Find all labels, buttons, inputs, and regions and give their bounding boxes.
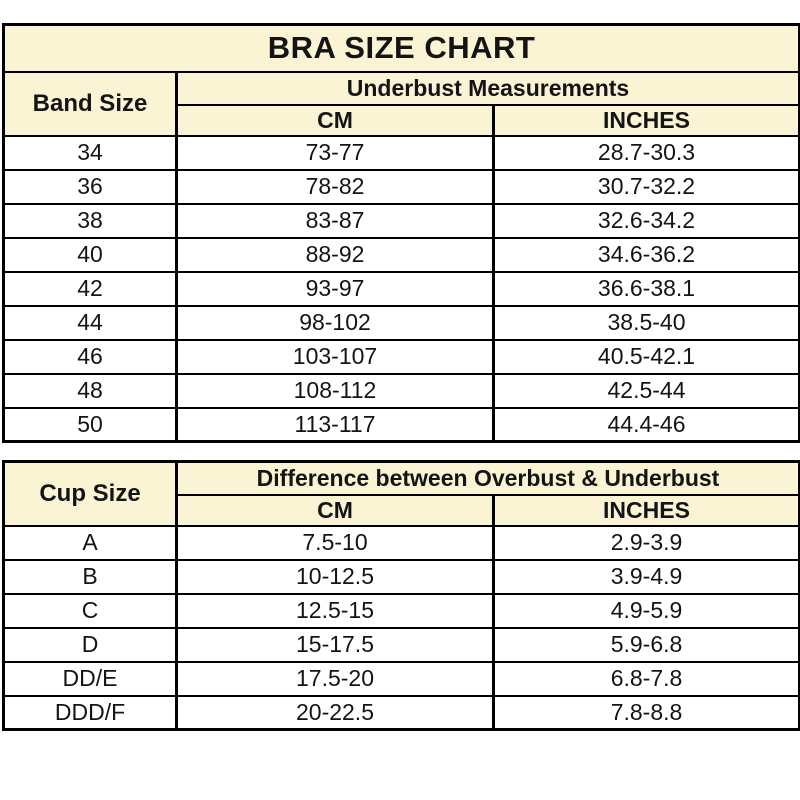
cm-range-cell: 103-107 bbox=[175, 338, 495, 375]
cup-cm-header: CM bbox=[175, 493, 495, 527]
inches-range-cell: 40.5-42.1 bbox=[491, 338, 800, 375]
inches-range-cell: 3.9-4.9 bbox=[492, 558, 800, 595]
difference-overbust-underbust-header: Difference between Overbust & Underbust bbox=[175, 460, 800, 496]
band-size-cell: 42 bbox=[2, 270, 178, 307]
table-row: DD/E 17.5-20 6.8-7.8 bbox=[2, 660, 800, 697]
table-row: 48 108-112 42.5-44 bbox=[2, 372, 800, 409]
column-header-row: CM INCHES bbox=[4, 493, 800, 527]
table-row: 46 103-107 40.5-42.1 bbox=[2, 338, 800, 375]
table-row: 42 93-97 36.6-38.1 bbox=[2, 270, 800, 307]
table-row: 40 88-92 34.6-36.2 bbox=[2, 236, 800, 273]
inches-range-cell: 6.8-7.8 bbox=[492, 660, 800, 697]
cm-range-cell: 88-92 bbox=[175, 236, 495, 273]
band-size-header: Band Size bbox=[2, 70, 178, 137]
bra-size-chart-page: BRA SIZE CHART Band Size Underbust Measu… bbox=[1, 23, 800, 731]
table-row: 38 83-87 32.6-34.2 bbox=[2, 202, 800, 239]
inches-range-cell: 4.9-5.9 bbox=[492, 592, 800, 629]
cm-range-cell: 15-17.5 bbox=[175, 626, 495, 663]
cm-range-cell: 98-102 bbox=[175, 304, 495, 341]
inches-range-cell: 38.5-40 bbox=[491, 304, 800, 341]
table-row: 50 113-117 44.4-46 bbox=[2, 406, 800, 443]
cm-range-cell: 12.5-15 bbox=[175, 592, 495, 629]
table-row: C 12.5-15 4.9-5.9 bbox=[2, 592, 800, 629]
cup-inches-header: INCHES bbox=[492, 493, 800, 527]
cup-size-table: Cup Size Difference between Overbust & U… bbox=[2, 460, 800, 731]
band-size-cell: 36 bbox=[2, 168, 178, 205]
page-title: BRA SIZE CHART bbox=[1, 23, 800, 73]
table-row: A 7.5-10 2.9-3.9 bbox=[2, 524, 800, 561]
cm-range-cell: 10-12.5 bbox=[175, 558, 495, 595]
cm-range-cell: 20-22.5 bbox=[175, 694, 495, 731]
table-row: 36 78-82 30.7-32.2 bbox=[2, 168, 800, 205]
cm-range-cell: 113-117 bbox=[175, 406, 495, 443]
cm-range-cell: 78-82 bbox=[175, 168, 495, 205]
band-size-table: BRA SIZE CHART Band Size Underbust Measu… bbox=[1, 23, 800, 443]
band-cm-header: CM bbox=[175, 103, 495, 137]
table-row: 44 98-102 38.5-40 bbox=[2, 304, 800, 341]
inches-range-cell: 28.7-30.3 bbox=[491, 134, 800, 171]
cm-range-cell: 93-97 bbox=[175, 270, 495, 307]
table-row: D 15-17.5 5.9-6.8 bbox=[2, 626, 800, 663]
cm-range-cell: 83-87 bbox=[175, 202, 495, 239]
inches-range-cell: 30.7-32.2 bbox=[491, 168, 800, 205]
inches-range-cell: 34.6-36.2 bbox=[491, 236, 800, 273]
cm-range-cell: 108-112 bbox=[175, 372, 495, 409]
inches-range-cell: 32.6-34.2 bbox=[491, 202, 800, 239]
cup-size-cell: A bbox=[2, 524, 178, 561]
band-size-cell: 44 bbox=[2, 304, 178, 341]
band-size-cell: 48 bbox=[2, 372, 178, 409]
inches-range-cell: 5.9-6.8 bbox=[492, 626, 800, 663]
inches-range-cell: 2.9-3.9 bbox=[492, 524, 800, 561]
cup-size-cell: D bbox=[2, 626, 178, 663]
band-size-cell: 46 bbox=[2, 338, 178, 375]
underbust-measurements-header: Underbust Measurements bbox=[174, 70, 800, 106]
group-header-row: Cup Size Difference between Overbust & U… bbox=[2, 460, 800, 527]
title-row: BRA SIZE CHART bbox=[1, 23, 800, 73]
group-header-row: Band Size Underbust Measurements bbox=[2, 70, 800, 137]
band-size-table-body: 34 73-77 28.7-30.3 36 78-82 30.7-32.2 38 83-87 3… bbox=[2, 134, 800, 443]
cup-size-cell: C bbox=[2, 592, 178, 629]
band-size-cell: 50 bbox=[2, 406, 178, 443]
table-row: 34 73-77 28.7-30.3 bbox=[2, 134, 800, 171]
inches-range-cell: 42.5-44 bbox=[491, 372, 800, 409]
column-header-row: CM INCHES bbox=[4, 103, 800, 137]
cup-size-table-body: A 7.5-10 2.9-3.9 B 10-12.5 3.9-4.9 C 12.5-15 4.9… bbox=[2, 524, 800, 731]
inches-range-cell: 7.8-8.8 bbox=[492, 694, 800, 731]
table-row: DDD/F 20-22.5 7.8-8.8 bbox=[2, 694, 800, 731]
band-size-cell: 40 bbox=[2, 236, 178, 273]
cup-size-cell: B bbox=[2, 558, 178, 595]
cm-range-cell: 7.5-10 bbox=[175, 524, 495, 561]
inches-range-cell: 44.4-46 bbox=[491, 406, 800, 443]
cm-range-cell: 17.5-20 bbox=[175, 660, 495, 697]
band-size-cell: 38 bbox=[2, 202, 178, 239]
band-size-cell: 34 bbox=[2, 134, 178, 171]
cup-size-cell: DDD/F bbox=[2, 694, 178, 731]
band-inches-header: INCHES bbox=[491, 103, 800, 137]
inches-range-cell: 36.6-38.1 bbox=[491, 270, 800, 307]
table-row: B 10-12.5 3.9-4.9 bbox=[2, 558, 800, 595]
cup-size-header: Cup Size bbox=[2, 460, 178, 527]
cup-size-cell: DD/E bbox=[2, 660, 178, 697]
cm-range-cell: 73-77 bbox=[175, 134, 495, 171]
